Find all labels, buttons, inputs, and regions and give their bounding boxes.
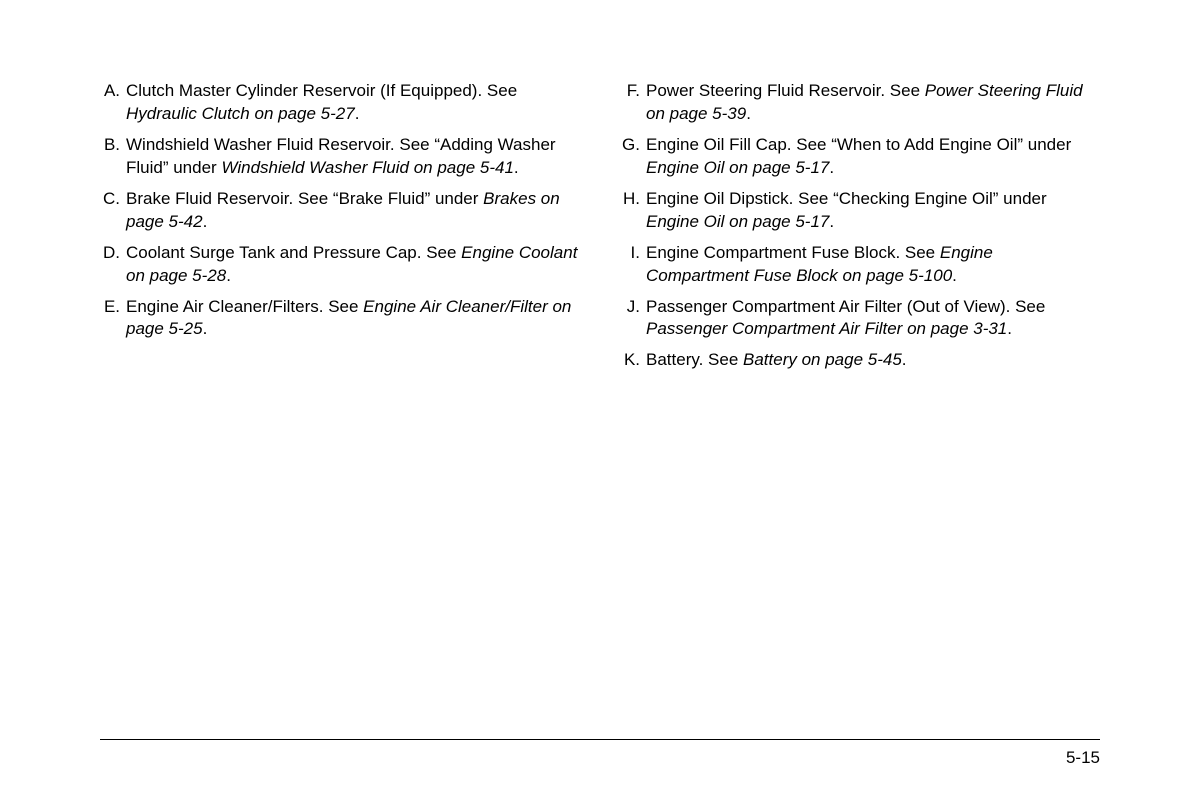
list-item: J. Passenger Compartment Air Filter (Out…: [620, 296, 1100, 342]
text-plain: .: [952, 266, 957, 285]
item-text: Coolant Surge Tank and Pressure Cap. See…: [126, 242, 580, 288]
item-text: Engine Air Cleaner/Filters. See Engine A…: [126, 296, 580, 342]
item-letter: G.: [620, 134, 646, 157]
text-italic: Windshield Washer Fluid on page 5-41: [221, 158, 513, 177]
text-plain: Engine Air Cleaner/Filters. See: [126, 297, 363, 316]
item-text: Clutch Master Cylinder Reservoir (If Equ…: [126, 80, 580, 126]
text-plain: Engine Oil Fill Cap. See “When to Add En…: [646, 135, 1071, 154]
text-plain: .: [355, 104, 360, 123]
text-plain: .: [203, 212, 208, 231]
text-plain: .: [226, 266, 231, 285]
list-item: G. Engine Oil Fill Cap. See “When to Add…: [620, 134, 1100, 180]
page-number: 5-15: [1066, 748, 1100, 768]
manual-page: A. Clutch Master Cylinder Reservoir (If …: [0, 0, 1200, 800]
item-text: Power Steering Fluid Reservoir. See Powe…: [646, 80, 1100, 126]
item-text: Engine Compartment Fuse Block. See Engin…: [646, 242, 1100, 288]
footer-rule: [100, 739, 1100, 740]
item-text: Passenger Compartment Air Filter (Out of…: [646, 296, 1100, 342]
text-italic: Hydraulic Clutch on page 5-27: [126, 104, 355, 123]
text-plain: Engine Compartment Fuse Block. See: [646, 243, 940, 262]
text-italic: Engine Oil on page 5-17: [646, 158, 829, 177]
text-italic: Engine Oil on page 5-17: [646, 212, 829, 231]
text-plain: .: [203, 319, 208, 338]
item-text: Engine Oil Dipstick. See “Checking Engin…: [646, 188, 1100, 234]
item-text: Battery. See Battery on page 5-45.: [646, 349, 1100, 372]
item-letter: A.: [100, 80, 126, 103]
text-plain: .: [746, 104, 751, 123]
two-column-layout: A. Clutch Master Cylinder Reservoir (If …: [100, 80, 1100, 380]
list-item: B. Windshield Washer Fluid Reservoir. Se…: [100, 134, 580, 180]
text-plain: .: [829, 158, 834, 177]
text-plain: .: [1007, 319, 1012, 338]
text-plain: Clutch Master Cylinder Reservoir (If Equ…: [126, 81, 517, 100]
text-plain: Engine Oil Dipstick. See “Checking Engin…: [646, 189, 1047, 208]
list-item: F. Power Steering Fluid Reservoir. See P…: [620, 80, 1100, 126]
text-plain: .: [902, 350, 907, 369]
right-column: F. Power Steering Fluid Reservoir. See P…: [620, 80, 1100, 380]
text-italic: Battery on page 5-45: [743, 350, 902, 369]
text-plain: Battery. See: [646, 350, 743, 369]
list-item: E. Engine Air Cleaner/Filters. See Engin…: [100, 296, 580, 342]
text-plain: Coolant Surge Tank and Pressure Cap. See: [126, 243, 461, 262]
item-letter: B.: [100, 134, 126, 157]
text-plain: .: [829, 212, 834, 231]
left-column: A. Clutch Master Cylinder Reservoir (If …: [100, 80, 580, 380]
list-item: D. Coolant Surge Tank and Pressure Cap. …: [100, 242, 580, 288]
text-plain: .: [514, 158, 519, 177]
item-letter: J.: [620, 296, 646, 319]
list-item: I. Engine Compartment Fuse Block. See En…: [620, 242, 1100, 288]
item-letter: H.: [620, 188, 646, 211]
text-plain: Power Steering Fluid Reservoir. See: [646, 81, 925, 100]
list-item: H. Engine Oil Dipstick. See “Checking En…: [620, 188, 1100, 234]
list-item: C. Brake Fluid Reservoir. See “Brake Flu…: [100, 188, 580, 234]
text-plain: Brake Fluid Reservoir. See “Brake Fluid”…: [126, 189, 483, 208]
list-item: A. Clutch Master Cylinder Reservoir (If …: [100, 80, 580, 126]
item-letter: F.: [620, 80, 646, 103]
item-text: Windshield Washer Fluid Reservoir. See “…: [126, 134, 580, 180]
item-letter: I.: [620, 242, 646, 265]
item-letter: K.: [620, 349, 646, 372]
item-letter: E.: [100, 296, 126, 319]
text-italic: Passenger Compartment Air Filter on page…: [646, 319, 1007, 338]
list-item: K. Battery. See Battery on page 5-45.: [620, 349, 1100, 372]
item-letter: D.: [100, 242, 126, 265]
item-text: Engine Oil Fill Cap. See “When to Add En…: [646, 134, 1100, 180]
text-plain: Passenger Compartment Air Filter (Out of…: [646, 297, 1045, 316]
item-text: Brake Fluid Reservoir. See “Brake Fluid”…: [126, 188, 580, 234]
item-letter: C.: [100, 188, 126, 211]
